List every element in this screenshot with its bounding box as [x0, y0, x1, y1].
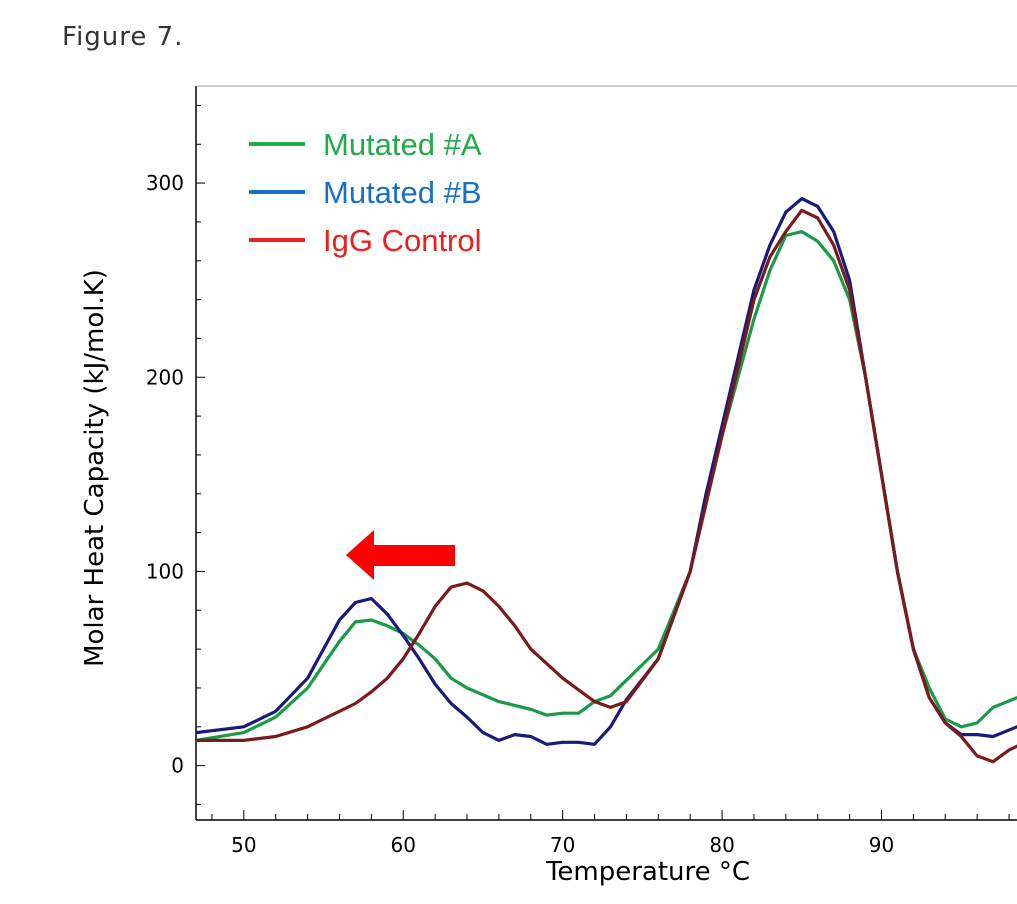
y-tick-label: 100 [146, 559, 184, 583]
series-line-2 [196, 197, 1017, 746]
x-tick-label: 60 [391, 833, 416, 857]
x-axis-title: Temperature °C [545, 857, 750, 887]
legend-label: Mutated #A [323, 127, 482, 162]
series-layer [196, 197, 1017, 764]
series-line-3 [196, 208, 1017, 764]
annotation [346, 530, 455, 580]
x-tick-label: 90 [869, 833, 894, 857]
legend-label: Mutated #B [323, 175, 482, 210]
y-tick-label: 0 [171, 754, 184, 778]
left-arrow-annotation [346, 530, 455, 580]
y-tick-label: 200 [146, 365, 184, 389]
legend: Mutated #A Mutated #B IgG Control [249, 127, 482, 258]
y-axis-title: Molar Heat Capacity (kJ/mol.K) [80, 269, 110, 667]
axes: 50 60 70 80 90 0 100 200 300 [146, 85, 1017, 857]
y-tick-label: 300 [146, 171, 184, 195]
figure-caption: Figure 7. [62, 22, 184, 52]
legend-label: IgG Control [323, 223, 482, 258]
x-tick-label: 70 [550, 833, 575, 857]
series-line-1 [196, 230, 1017, 742]
x-tick-label: 80 [709, 833, 734, 857]
x-tick-label: 50 [231, 833, 256, 857]
